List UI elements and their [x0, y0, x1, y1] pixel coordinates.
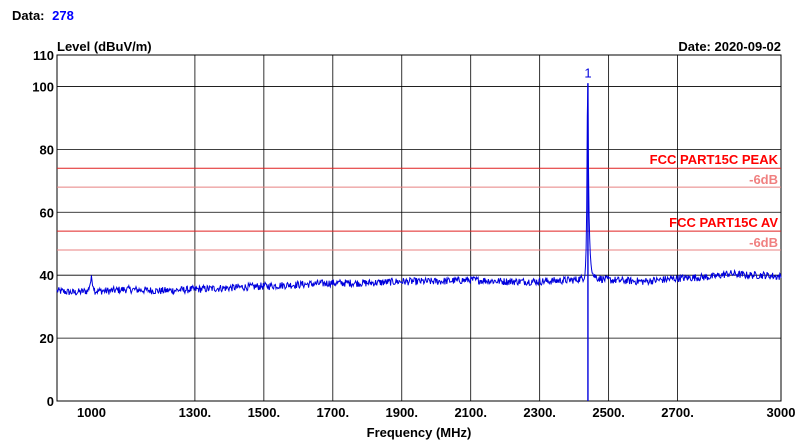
x-tick-label: 2500. — [592, 405, 625, 420]
x-tick-label: 1700. — [317, 405, 350, 420]
y-tick-label: 100 — [32, 79, 54, 94]
svg-text:Data: 278: Data: 278 — [12, 8, 74, 23]
margin-label: -6dB — [749, 172, 778, 187]
x-tick-label: 1500. — [248, 405, 281, 420]
x-tick-label: 2700. — [661, 405, 694, 420]
x-tick-label: 1000 — [77, 405, 106, 420]
y-tick-label: 40 — [40, 268, 54, 283]
x-tick-label: 2100. — [454, 405, 487, 420]
y-axis-label: Level (dBuV/m) — [57, 39, 152, 54]
x-axis-label: Frequency (MHz) — [367, 425, 472, 440]
spectrum-trace — [56, 83, 782, 296]
margin-label: -6dB — [749, 235, 778, 250]
limit-label: FCC PART15C PEAK — [650, 152, 779, 167]
y-tick-label: 80 — [40, 142, 54, 157]
y-tick-label: 110 — [33, 48, 54, 63]
y-tick-label: 20 — [40, 331, 54, 346]
y-tick-label: 0 — [47, 394, 54, 409]
y-tick-label: 60 — [40, 205, 54, 220]
x-tick-label: 1900. — [385, 405, 418, 420]
date-label: Date: 2020-09-02 — [678, 39, 781, 54]
data-label: Data: — [12, 8, 45, 23]
x-tick-label: 3000 — [767, 405, 795, 420]
plot-area — [56, 54, 782, 402]
data-value: 278 — [52, 8, 74, 23]
limit-label: FCC PART15C AV — [669, 215, 778, 230]
x-tick-label: 1300. — [179, 405, 212, 420]
x-tick-label: 2300. — [523, 405, 556, 420]
marker-label: 1 — [584, 65, 591, 80]
